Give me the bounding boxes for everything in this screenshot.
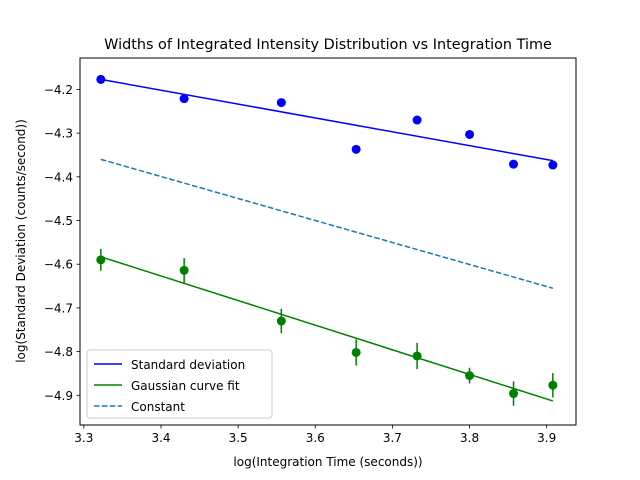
fit-line-gaussian-curve-fit (100, 256, 554, 402)
data-point-gaussian-curve-fit (548, 380, 558, 390)
y-tick-label: −4.6 (44, 258, 73, 272)
legend-label-gaussian-curve-fit: Gaussian curve fit (131, 379, 240, 393)
data-point-gaussian-curve-fit (412, 351, 422, 361)
x-tick-label: 3.7 (383, 431, 402, 445)
y-tick-label: −4.5 (44, 214, 73, 228)
data-point-standard-deviation (548, 160, 558, 170)
data-point-gaussian-curve-fit (276, 316, 286, 326)
y-axis-label: log(Standard Deviation (counts/second)) (14, 119, 28, 363)
data-point-gaussian-curve-fit (509, 389, 519, 399)
x-tick-label: 3.5 (229, 431, 248, 445)
x-tick-label: 3.3 (74, 431, 93, 445)
x-axis-label: log(Integration Time (seconds)) (233, 455, 422, 469)
y-tick-label: −4.3 (44, 127, 73, 141)
y-tick-label: −4.4 (44, 170, 73, 184)
fit-lines (100, 78, 554, 402)
fit-line-constant (100, 158, 554, 289)
legend-box (86, 349, 273, 419)
data-point-standard-deviation (509, 159, 519, 169)
data-point-gaussian-curve-fit (351, 347, 361, 357)
plot-area (96, 74, 558, 406)
x-tick-label: 3.4 (151, 431, 170, 445)
y-axis-ticks: −4.2 −4.3 −4.4 −4.5 −4.6 −4.7 −4.8 −4.9 (44, 83, 80, 403)
data-point-standard-deviation (96, 74, 106, 84)
data-point-standard-deviation (179, 94, 189, 104)
data-point-standard-deviation (465, 129, 475, 139)
x-tick-label: 3.6 (306, 431, 325, 445)
y-tick-label: −4.9 (44, 389, 73, 403)
x-tick-label: 3.8 (460, 431, 479, 445)
chart-title: Widths of Integrated Intensity Distribut… (104, 37, 552, 53)
legend-label-standard-deviation: Standard deviation (131, 358, 245, 372)
y-tick-label: −4.7 (44, 301, 73, 315)
data-points (96, 74, 558, 399)
y-tick-label: −4.8 (44, 345, 73, 359)
data-point-standard-deviation (412, 115, 422, 125)
data-point-gaussian-curve-fit (465, 371, 475, 381)
x-tick-label: 3.9 (537, 431, 556, 445)
data-point-gaussian-curve-fit (179, 265, 189, 275)
plot-frame (79, 57, 577, 426)
fit-line-standard-deviation (100, 78, 553, 162)
legend: Standard deviation Gaussian curve fit Co… (86, 349, 273, 419)
legend-label-constant: Constant (131, 400, 185, 414)
y-tick-label: −4.2 (44, 83, 73, 97)
x-axis-ticks: 3.3 3.4 3.5 3.6 3.7 3.8 3.9 (74, 425, 556, 445)
data-point-standard-deviation (351, 144, 361, 154)
data-point-standard-deviation (276, 98, 286, 108)
data-point-gaussian-curve-fit (96, 255, 106, 265)
